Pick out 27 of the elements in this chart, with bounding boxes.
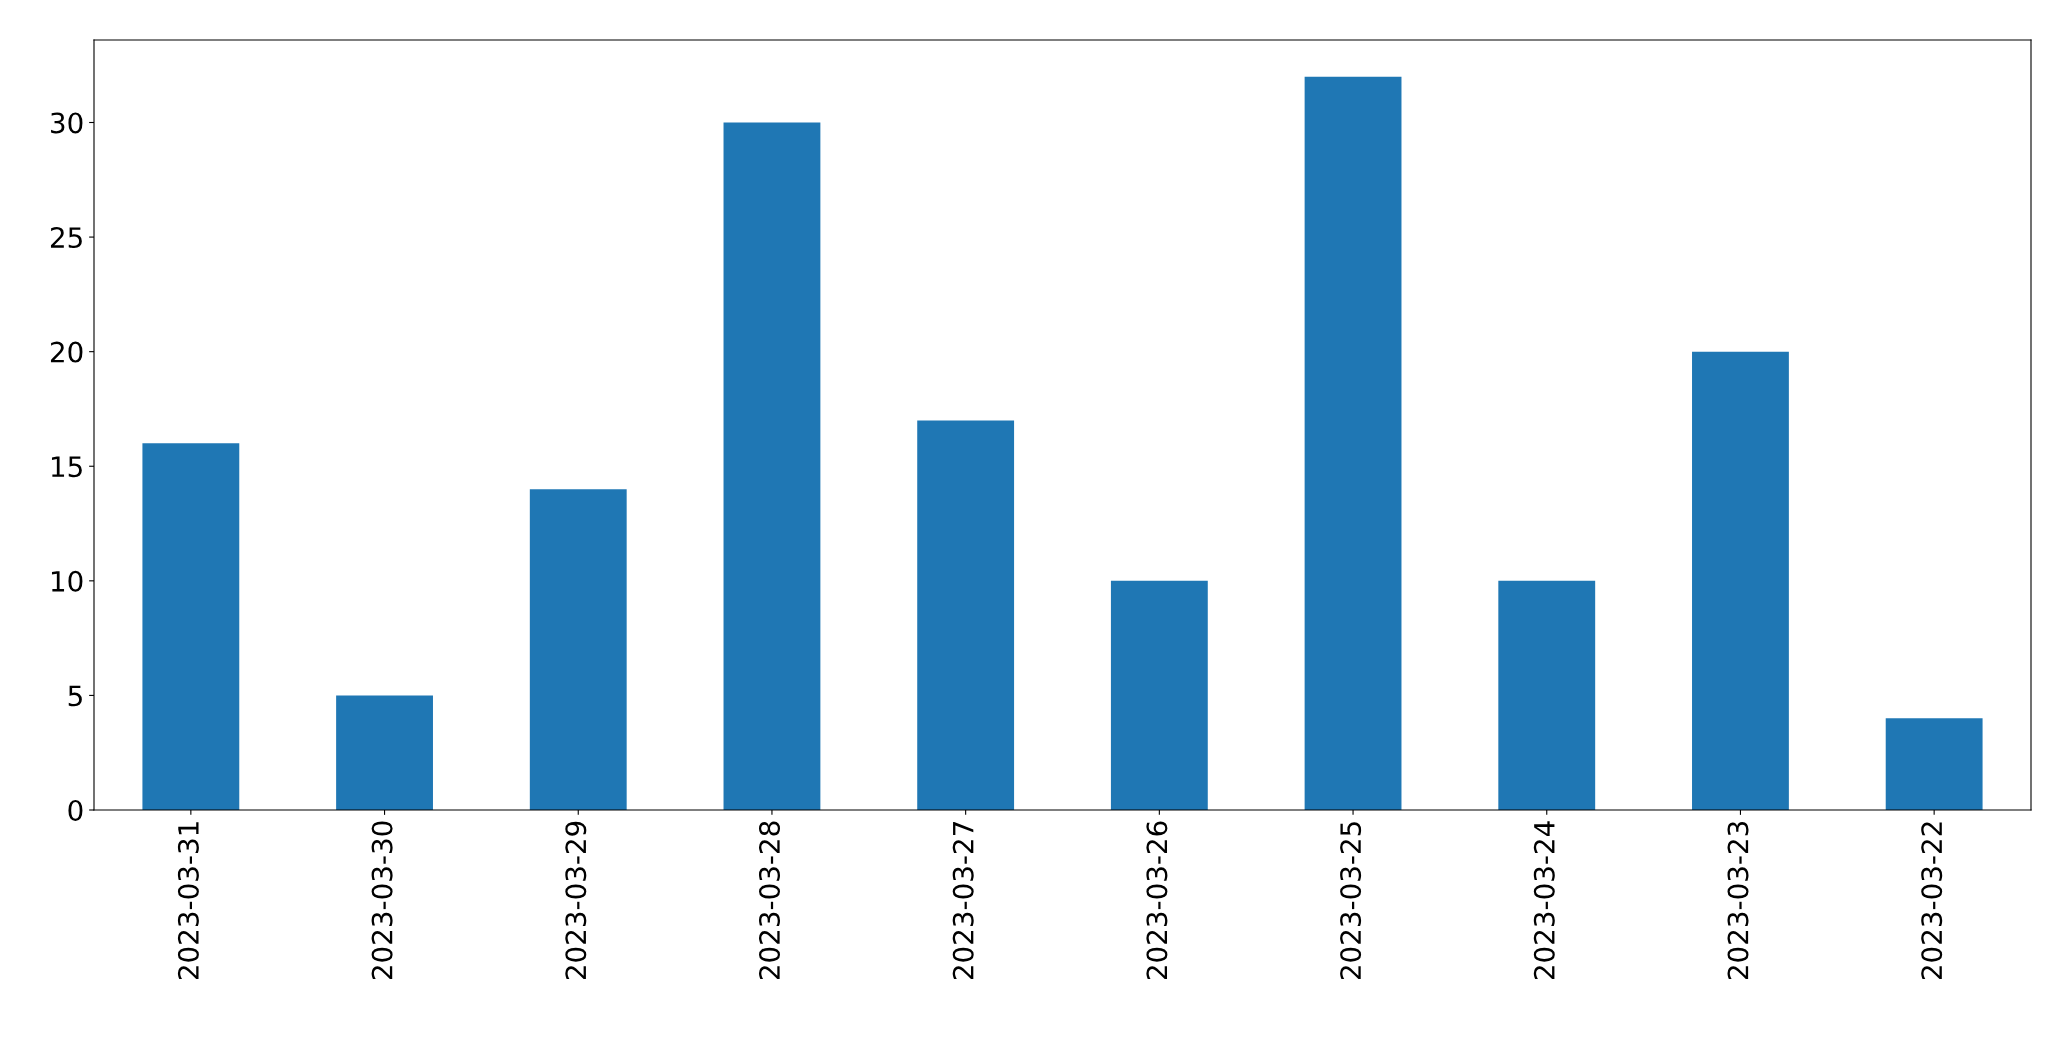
y-tick-label: 10 <box>51 570 83 592</box>
bar <box>1304 76 1402 810</box>
x-tick-label: 2023-03-27 <box>952 822 974 980</box>
x-tick-label: 2023-03-24 <box>1533 821 1555 980</box>
x-tick-label: 2023-03-31 <box>177 822 199 980</box>
bar <box>529 489 627 810</box>
bar <box>1692 351 1789 810</box>
x-tick-label: 2023-03-26 <box>1146 821 1168 980</box>
y-tick-label: 5 <box>68 685 82 707</box>
bar <box>1110 580 1208 810</box>
x-tick-label: 2023-03-23 <box>1727 821 1749 980</box>
y-tick-label: 15 <box>51 456 82 478</box>
bar <box>917 420 1015 810</box>
bar <box>336 695 433 810</box>
bar <box>723 122 821 810</box>
y-tick-label: 0 <box>68 799 83 821</box>
y-tick-label: 30 <box>51 112 83 134</box>
bar <box>1885 718 1983 810</box>
y-tick-label: 20 <box>50 341 83 363</box>
x-tick-label: 2023-03-28 <box>759 821 781 980</box>
x-tick-label: 2023-03-30 <box>371 821 393 980</box>
bar <box>142 443 240 810</box>
x-tick-label: 2023-03-25 <box>1340 822 1362 980</box>
bar <box>1498 580 1596 810</box>
y-tick-label: 25 <box>50 227 82 249</box>
x-tick-label: 2023-03-29 <box>565 821 587 980</box>
x-tick-label: 2023-03-22 <box>1921 822 1943 980</box>
